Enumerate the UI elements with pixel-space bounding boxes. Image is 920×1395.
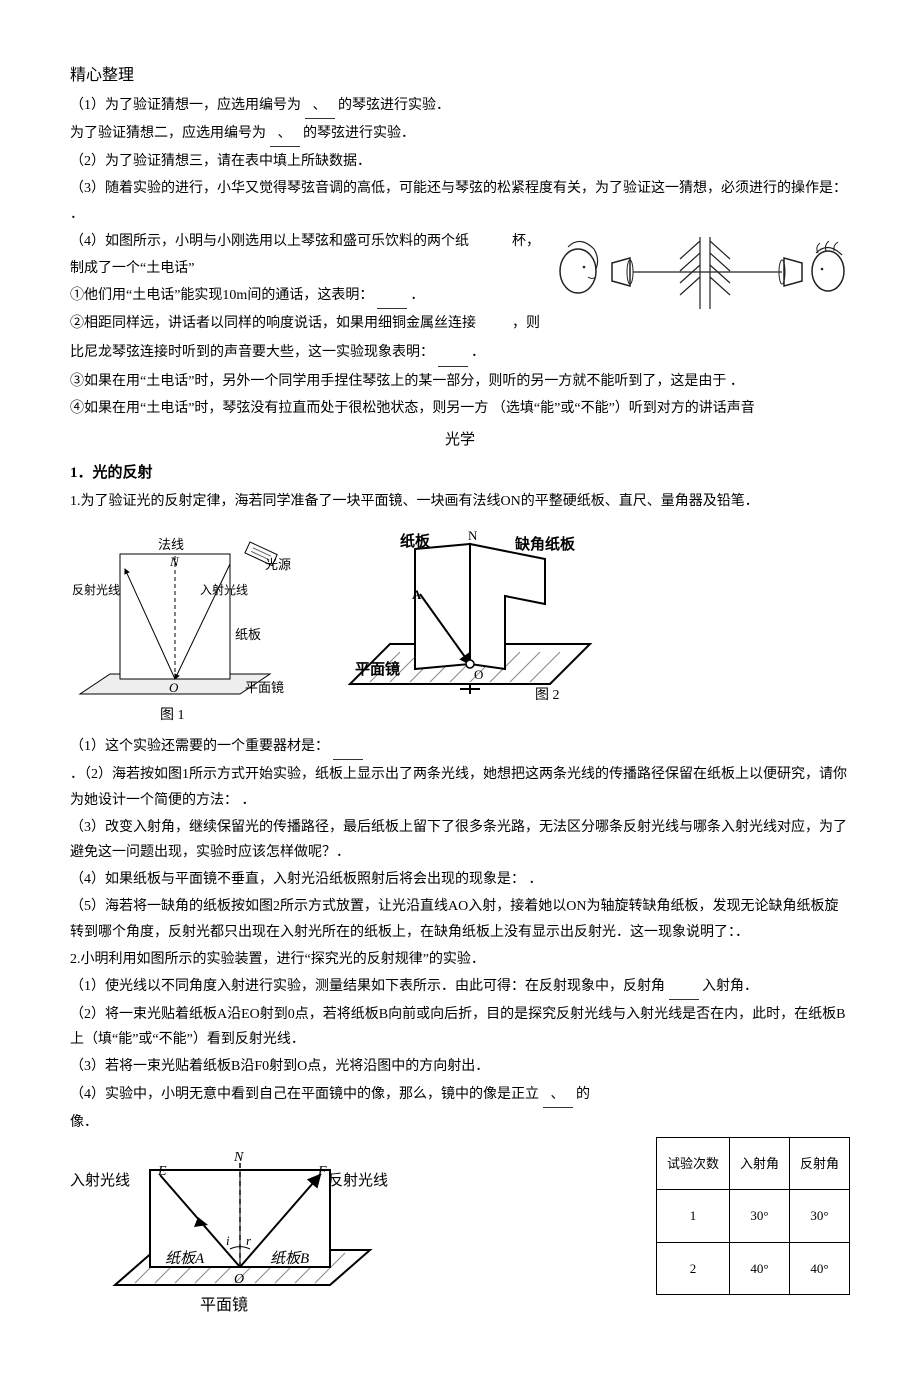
blank xyxy=(669,974,699,1000)
svg-text:N: N xyxy=(169,554,180,569)
cell: 1 xyxy=(656,1190,729,1242)
optics-p1-q5: （5）海若将一缺角的纸板按如图2所示方式放置，让光沿直线AO入射，接着她以ON为… xyxy=(70,894,850,944)
cell: 40° xyxy=(729,1242,789,1294)
svg-text:纸板: 纸板 xyxy=(235,627,261,642)
svg-text:反射光线: 反射光线 xyxy=(328,1172,388,1189)
phone-diagram xyxy=(550,229,850,319)
text: ②相距同样远，讲话者以同样的响度说话，如果用细铜金属丝连接 xyxy=(70,316,476,331)
optics-p2-intro: 2.小明利用如图所示的实验装置，进行“探究光的反射规律”的实验． xyxy=(70,947,850,972)
reflection-table: 试验次数 入射角 反射角 1 30° 30° 2 40° 40° xyxy=(656,1137,850,1295)
cell: 30° xyxy=(729,1190,789,1242)
sound-q2: （2）为了验证猜想三，请在表中填上所缺数据． xyxy=(70,149,850,174)
blank xyxy=(438,340,468,366)
text: ． xyxy=(410,288,424,303)
text: （4）如图所示，小明与小刚选用以上琴弦和盛可乐饮料的两个纸 xyxy=(70,234,469,249)
text: （1）使光线以不同角度入射进行实验，测量结果如下表所示．由此可得：在反射现象中，… xyxy=(70,979,665,994)
svg-text:平面镜: 平面镜 xyxy=(245,680,284,695)
optics-p2-q2: （2）将一束光贴着纸板A沿EO射到0点，若将纸板B向前或向后折，目的是探究反射光… xyxy=(70,1002,850,1052)
svg-text:入射光线: 入射光线 xyxy=(70,1172,130,1189)
sound-q3: （3）随着实验的进行，小华又觉得琴弦音调的高低，可能还与琴弦的松紧程度有关，为了… xyxy=(70,176,850,226)
optics-p1-q3: （3）改变入射角，继续保留光的传播路径，最后纸板上留下了很多条光路，无法区分哪条… xyxy=(70,815,850,865)
sound-q4-3: ③如果在用“土电话”时，另外一个同学用手捏住琴弦上的某一部分，则听的另一方就不能… xyxy=(70,369,850,394)
text: 杯， xyxy=(512,229,540,254)
sound-q4-4: ④如果在用“土电话”时，琴弦没有拉直而处于很松弛状态，则另一方 （选填“能”或“… xyxy=(70,396,850,421)
svg-text:缺角纸板: 缺角纸板 xyxy=(514,535,576,553)
optics-p1-q1: （1）这个实验还需要的一个重要器材是： xyxy=(70,734,850,760)
text: 的琴弦进行实验． xyxy=(338,98,450,113)
optics-p2-q4: （4）实验中，小明无意中看到自己在平面镜中的像，那么，镜中的像是正立 、 的 xyxy=(70,1082,850,1108)
text: （1）这个实验还需要的一个重要器材是： xyxy=(70,739,329,754)
figure-row: 平面镜 纸板 法线 N O 入射光线 反射光线 光源 图 1 xyxy=(70,524,850,724)
optics-p1-intro: 1.为了验证光的反射定律，海若同学准备了一块平面镜、一块画有法线ON的平整硬纸板… xyxy=(70,489,850,514)
text: ，则 xyxy=(512,311,540,336)
optics-sec1: 1．光的反射 xyxy=(70,460,850,487)
table-row: 2 40° 40° xyxy=(656,1242,849,1294)
th-reflect: 反射角 xyxy=(789,1138,849,1190)
text: 比尼龙琴弦连接时听到的声音要大些，这一实验现象表明： xyxy=(70,345,434,360)
optics-p2-q3: （3）若将一束光贴着纸板B沿F0射到O点，光将沿图中的方向射出． xyxy=(70,1054,850,1079)
figure-1: 平面镜 纸板 法线 N O 入射光线 反射光线 光源 图 1 xyxy=(70,524,300,724)
blank xyxy=(377,283,407,309)
figure-2: 平面镜 纸板 缺角纸板 N A O 图 2 xyxy=(320,524,620,724)
text: 的 xyxy=(576,1087,590,1102)
text: 的琴弦进行实验． xyxy=(303,126,415,141)
svg-text:纸板B: 纸板B xyxy=(270,1250,309,1267)
svg-text:法线: 法线 xyxy=(158,537,184,552)
svg-text:E: E xyxy=(157,1164,167,1179)
svg-text:N: N xyxy=(233,1150,244,1165)
svg-text:光源: 光源 xyxy=(265,557,291,572)
svg-text:平面镜: 平面镜 xyxy=(200,1295,248,1314)
text: ①他们用“土电话”能实现10m间的通话，这表明： xyxy=(70,288,373,303)
svg-text:图 2: 图 2 xyxy=(535,688,560,703)
cell: 40° xyxy=(789,1242,849,1294)
cell: 30° xyxy=(789,1190,849,1242)
text: （4）实验中，小明无意中看到自己在平面镜中的像，那么，镜中的像是正立 xyxy=(70,1087,539,1102)
optics-p2-q1: （1）使光线以不同角度入射进行实验，测量结果如下表所示．由此可得：在反射现象中，… xyxy=(70,974,850,1000)
svg-text:平面镜: 平面镜 xyxy=(355,660,400,678)
page-header: 精心整理 xyxy=(70,62,850,91)
svg-text:纸板A: 纸板A xyxy=(165,1250,205,1267)
svg-text:N: N xyxy=(468,528,478,543)
sound-q1a: （1）为了验证猜想一，应选用编号为 、 的琴弦进行实验． xyxy=(70,93,850,119)
optics-p1-q2: ．（2）海若按如图1所示方式开始实验，纸板上显示出了两条光线，她想把这两条光线的… xyxy=(70,762,850,812)
svg-text:图 1: 图 1 xyxy=(160,708,185,723)
cell: 2 xyxy=(656,1242,729,1294)
th-incident: 入射角 xyxy=(729,1138,789,1190)
svg-text:i: i xyxy=(226,1233,230,1248)
svg-text:O: O xyxy=(169,680,179,695)
svg-text:反射光线: 反射光线 xyxy=(72,582,120,597)
svg-text:A: A xyxy=(412,587,422,602)
blank xyxy=(333,734,363,760)
text: （1）为了验证猜想一，应选用编号为 xyxy=(70,98,301,113)
svg-text:F: F xyxy=(317,1164,327,1179)
text: ． xyxy=(471,345,485,360)
svg-text:O: O xyxy=(234,1272,244,1287)
th-trial: 试验次数 xyxy=(656,1138,729,1190)
text: ． xyxy=(70,207,84,222)
blank: 、 xyxy=(543,1082,573,1108)
sound-q4-2c: 比尼龙琴弦连接时听到的声音要大些，这一实验现象表明： ． xyxy=(70,340,850,366)
svg-text:纸板: 纸板 xyxy=(400,532,431,550)
blank: 、 xyxy=(270,121,300,147)
svg-text:O: O xyxy=(474,667,483,682)
optics-p1-q4: （4）如果纸板与平面镜不垂直，入射光沿纸板照射后将会出现的现象是： ． xyxy=(70,867,850,892)
sound-q1b: 为了验证猜想二，应选用编号为 、 的琴弦进行实验． xyxy=(70,121,850,147)
optics-title: 光学 xyxy=(70,427,850,454)
text: （3）随着实验的进行，小华又觉得琴弦音调的高低，可能还与琴弦的松紧程度有关，为了… xyxy=(70,181,847,196)
text: 为了验证猜想二，应选用编号为 xyxy=(70,126,266,141)
text: 入射角． xyxy=(702,979,758,994)
blank: 、 xyxy=(305,93,335,119)
optics-p2-q4c: 像． xyxy=(70,1110,850,1135)
table-row: 1 30° 30° xyxy=(656,1190,849,1242)
svg-text:入射光线: 入射光线 xyxy=(200,582,248,597)
